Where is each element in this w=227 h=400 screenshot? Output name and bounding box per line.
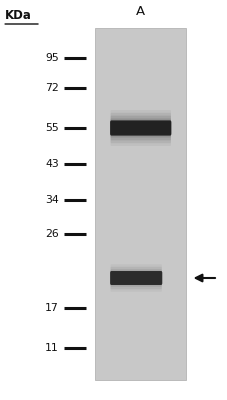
FancyBboxPatch shape [110,120,171,136]
Text: 55: 55 [45,123,59,133]
FancyBboxPatch shape [111,116,171,140]
Text: 34: 34 [45,195,59,205]
Text: KDa: KDa [5,9,32,22]
Text: 43: 43 [45,159,59,169]
FancyBboxPatch shape [111,272,162,284]
FancyBboxPatch shape [111,121,171,135]
Text: 72: 72 [45,83,59,93]
Text: A: A [136,5,145,18]
FancyBboxPatch shape [95,28,186,380]
Text: 26: 26 [45,229,59,239]
Text: 17: 17 [45,303,59,313]
FancyBboxPatch shape [111,118,171,138]
FancyBboxPatch shape [111,113,171,143]
Text: 11: 11 [45,343,59,353]
FancyBboxPatch shape [111,269,162,287]
FancyBboxPatch shape [110,271,162,285]
FancyBboxPatch shape [111,267,162,289]
Text: 95: 95 [45,53,59,63]
